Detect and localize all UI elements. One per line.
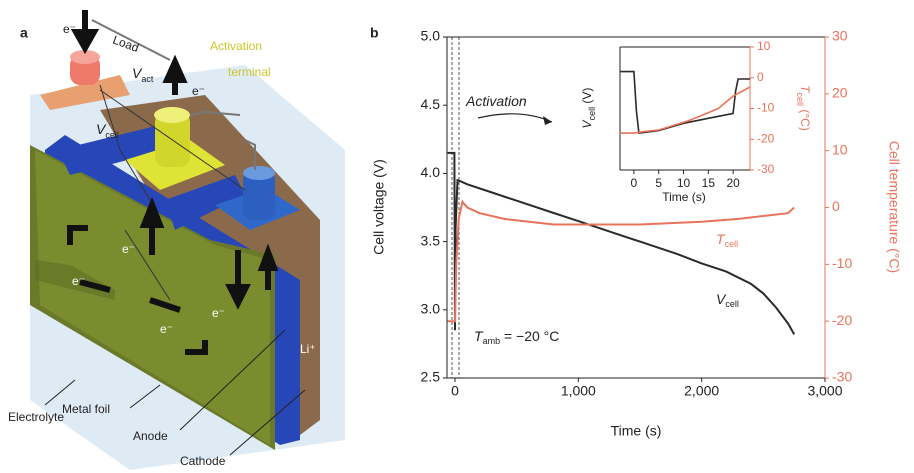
annotation: Activation (465, 93, 527, 109)
activation-terminal-label: Activation (210, 39, 262, 53)
y2-tick-label: -20 (832, 312, 852, 328)
metal-foil-label: Metal foil (62, 402, 110, 416)
annotation-sub: amb (483, 336, 501, 346)
lithium-label: Li⁺ (300, 342, 316, 356)
y-axis-label: Cell voltage (V) (371, 159, 387, 255)
y-tick-label: 4.0 (421, 164, 441, 180)
x-tick-label: 0 (451, 383, 459, 399)
y-tick-label: 2.5 (421, 369, 441, 385)
x-tick-label: 3,000 (807, 383, 842, 399)
annotation-sub: cell (725, 299, 739, 309)
panel-label: a (20, 25, 28, 41)
annotation-tail: = −20 °C (500, 328, 559, 344)
electron-label: e⁻ (212, 306, 225, 320)
y2-axis-label-sub: cell (795, 93, 805, 107)
annotation-main: Activation (465, 93, 527, 109)
y2-tick-label: 10 (832, 141, 848, 157)
x-tick-label: 20 (726, 176, 740, 190)
x-tick-label: 0 (631, 176, 638, 190)
y2-tick-label: 0 (757, 70, 764, 84)
x-axis-label: Time (s) (611, 423, 662, 439)
figure: a e⁻ Load Vact Activation terminal e⁻ Vc… (0, 0, 914, 473)
y2-tick-label: -20 (757, 131, 775, 145)
electrolyte-label: Electrolyte (8, 410, 64, 424)
panel-label: b (370, 25, 379, 41)
annotation-sub: cell (725, 239, 739, 249)
x-tick-label: 5 (655, 176, 662, 190)
y2-tick-label: 0 (832, 198, 840, 214)
x-axis-label: Time (s) (662, 190, 706, 204)
x-tick-label: 15 (702, 176, 716, 190)
electron-label: e⁻ (63, 22, 76, 36)
cathode-label: Cathode (180, 454, 226, 468)
y2-tick-label: -30 (757, 162, 775, 176)
electron-label: e⁻ (160, 322, 173, 336)
y-tick-label: 4.5 (421, 96, 441, 112)
electron-label: e⁻ (122, 242, 135, 256)
inset-background (620, 47, 750, 170)
y-tick-label: 3.5 (421, 232, 441, 248)
y-axis-label-tail: (V) (580, 88, 594, 107)
y2-tick-label: 20 (832, 85, 848, 101)
x-tick-label: 2,000 (684, 383, 719, 399)
y-tick-label: 5.0 (421, 28, 441, 44)
y2-tick-label: 30 (832, 28, 848, 44)
y2-tick-label: -10 (832, 255, 852, 271)
anode-label: Anode (133, 429, 168, 443)
electron-label: e⁻ (192, 84, 205, 98)
y2-tick-label: 10 (757, 39, 771, 53)
activation-terminal-label: terminal (228, 65, 271, 79)
y-axis-label-sub: cell (587, 107, 597, 121)
y2-axis-label-tail: (°C) (798, 106, 812, 131)
y2-tick-label: -10 (757, 101, 775, 115)
y2-tick-label: -30 (832, 369, 852, 385)
electron-label: e⁻ (72, 274, 85, 288)
x-tick-label: 10 (677, 176, 691, 190)
x-tick-label: 1,000 (561, 383, 596, 399)
y-tick-label: 3.0 (421, 301, 441, 317)
y2-axis-label: Cell temperature (°C) (886, 141, 902, 273)
